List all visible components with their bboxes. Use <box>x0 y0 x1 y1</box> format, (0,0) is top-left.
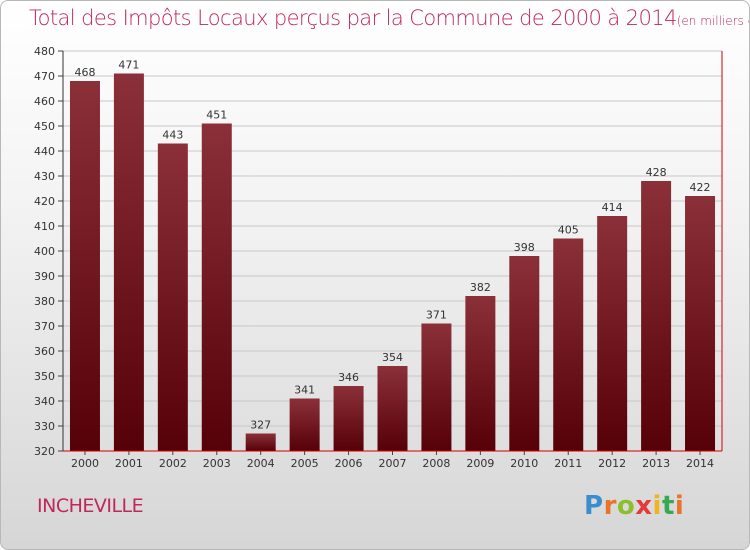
logo-letter: i <box>674 491 685 521</box>
proxiti-logo[interactable]: Proxiti <box>584 491 684 521</box>
bar-value-label: 382 <box>470 281 491 294</box>
y-tick-label: 430 <box>34 170 55 183</box>
logo-letter: i <box>652 491 662 521</box>
x-tick-label: 2005 <box>291 457 319 470</box>
y-tick-label: 390 <box>34 270 55 283</box>
y-tick-label: 370 <box>34 320 55 333</box>
x-tick-label: 2007 <box>379 457 407 470</box>
y-tick-label: 330 <box>34 420 55 433</box>
y-tick-label: 400 <box>34 245 55 258</box>
bar-value-label: 471 <box>118 59 139 72</box>
bar-2012[interactable] <box>597 216 628 451</box>
x-tick-label: 2008 <box>422 457 450 470</box>
logo-letter: t <box>661 491 675 521</box>
x-tick-label: 2011 <box>554 457 582 470</box>
commune-name: INCHEVILLE <box>37 495 144 517</box>
bar-2007[interactable] <box>377 366 408 451</box>
bar-2005[interactable] <box>289 398 320 452</box>
x-tick-label: 2004 <box>247 457 275 470</box>
bar-value-label: 354 <box>382 351 403 364</box>
logo-letter: o <box>616 491 636 521</box>
y-tick-label: 380 <box>34 295 55 308</box>
bar-2002[interactable] <box>157 143 188 452</box>
logo-letter: r <box>603 491 617 521</box>
y-tick-label: 340 <box>34 395 55 408</box>
bar-2003[interactable] <box>201 123 232 452</box>
logo-letter: x <box>635 491 653 521</box>
y-tick-label: 440 <box>34 145 55 158</box>
x-tick-label: 2000 <box>71 457 99 470</box>
bar-2013[interactable] <box>641 181 672 451</box>
y-tick-label: 420 <box>34 195 55 208</box>
bar-layer: 468 471 443 451 327 341 346 354 371 382 398 405 414 4… <box>69 59 716 452</box>
x-tick-label: 2002 <box>159 457 187 470</box>
x-tick-label: 2006 <box>335 457 363 470</box>
bar-value-label: 422 <box>690 181 711 194</box>
axis-layer: 320 330 340 350 360 370 380 390 400 410 420 430 440 4… <box>34 45 723 470</box>
y-tick-label: 460 <box>34 95 55 108</box>
x-tick-label: 2010 <box>510 457 538 470</box>
bar-2011[interactable] <box>553 238 584 452</box>
bar-2010[interactable] <box>509 256 540 451</box>
x-tick-label: 2001 <box>115 457 143 470</box>
y-tick-label: 470 <box>34 70 55 83</box>
bar-value-label: 414 <box>602 201 623 214</box>
y-tick-label: 450 <box>34 120 55 133</box>
x-tick-label: 2013 <box>642 457 670 470</box>
y-tick-label: 480 <box>34 45 55 58</box>
x-tick-label: 2009 <box>466 457 494 470</box>
bar-value-label: 468 <box>74 66 95 79</box>
bar-value-label: 341 <box>294 384 315 397</box>
chart-title-text: Total des Impôts Locaux perçus par la Co… <box>29 6 677 30</box>
bar-value-label: 346 <box>338 371 359 384</box>
bar-2006[interactable] <box>333 386 364 451</box>
bar-value-label: 451 <box>206 109 227 122</box>
x-tick-label: 2014 <box>686 457 714 470</box>
bar-2008[interactable] <box>421 323 452 452</box>
bar-2009[interactable] <box>465 296 496 451</box>
logo-letter: P <box>584 491 604 521</box>
bar-2000[interactable] <box>69 81 100 451</box>
x-tick-label: 2012 <box>598 457 626 470</box>
chart-unit-label: (en milliers d'€) <box>676 14 749 28</box>
y-tick-label: 350 <box>34 370 55 383</box>
y-tick-label: 410 <box>34 220 55 233</box>
chart-title: Total des Impôts Locaux perçus par la Co… <box>29 6 749 30</box>
bar-2001[interactable] <box>113 73 144 452</box>
bar-value-label: 428 <box>646 166 667 179</box>
y-tick-label: 360 <box>34 345 55 358</box>
bar-value-label: 371 <box>426 309 447 322</box>
bar-value-label: 327 <box>250 419 271 432</box>
x-tick-label: 2003 <box>203 457 231 470</box>
bar-2014[interactable] <box>685 196 716 451</box>
y-tick-label: 320 <box>34 445 55 458</box>
bar-value-label: 398 <box>514 241 535 254</box>
bar-value-label: 443 <box>162 129 183 142</box>
bar-2004[interactable] <box>245 433 276 452</box>
bar-value-label: 405 <box>558 224 579 237</box>
